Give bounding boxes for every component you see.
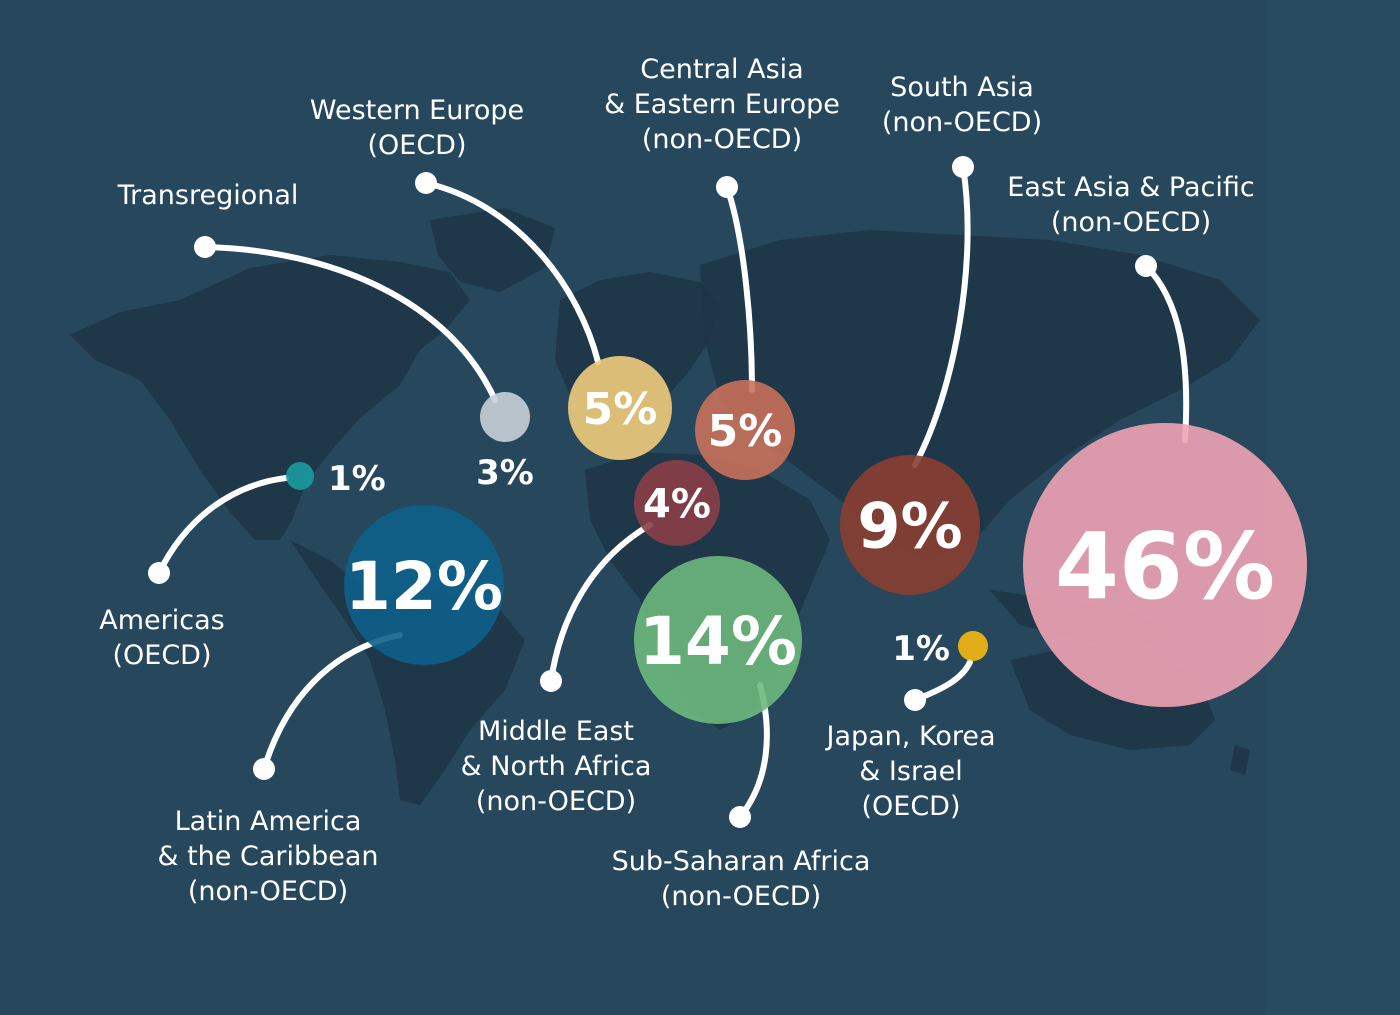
region-label-sub-saharan-africa: Sub-Saharan Africa (non-OECD) xyxy=(612,844,871,914)
region-label-line: (non-OECD) xyxy=(1050,207,1212,238)
region-label-line: & Eastern Europe xyxy=(604,89,840,120)
region-label-line: (non-OECD) xyxy=(187,876,349,907)
value-label-sub-saharan-africa: 14% xyxy=(639,603,797,680)
region-label-line: (non-OECD) xyxy=(641,124,803,155)
leader-dot-sub-saharan-africa xyxy=(729,806,751,828)
region-label-line: Americas xyxy=(99,605,225,636)
value-label-western-europe: 5% xyxy=(583,384,658,435)
region-label-line: Sub-Saharan Africa xyxy=(611,846,871,877)
leader-line-central-asia-eastern-europe xyxy=(724,184,755,393)
region-label-line: Middle East xyxy=(477,716,635,747)
value-label-latin-america-caribbean: 12% xyxy=(345,548,503,625)
region-label-line: (non-OECD) xyxy=(660,881,822,912)
value-label-transregional: 3% xyxy=(476,453,534,493)
bubble-japan-korea-israel xyxy=(958,631,988,661)
region-label-line: (OECD) xyxy=(367,130,467,161)
region-label-south-asia: South Asia (non-OECD) xyxy=(882,70,1042,140)
region-label-line: (OECD) xyxy=(112,640,212,671)
asia-landmass xyxy=(700,230,1260,560)
leader-lines xyxy=(148,156,1190,828)
leader-dot-east-asia-pacific xyxy=(1135,255,1157,277)
region-label-transregional: Transregional xyxy=(118,178,299,213)
leader-line-transregional xyxy=(202,244,498,403)
leader-dot-japan-korea-israel xyxy=(904,689,926,711)
leader-dot-transregional xyxy=(194,236,216,258)
leader-dot-middle-east-north-africa xyxy=(540,670,562,692)
region-label-japan-korea-israel: Japan, Korea & Israel (OECD) xyxy=(826,719,995,824)
region-label-line: Japan, Korea xyxy=(826,721,996,752)
bubble-central-asia-eastern-europe xyxy=(695,380,795,480)
region-label-americas: Americas (OECD) xyxy=(99,603,224,673)
value-label-middle-east-north-africa: 4% xyxy=(643,481,711,527)
region-label-middle-east-north-africa: Middle East & North Africa (non-OECD) xyxy=(461,714,652,819)
bubble-sub-saharan-africa xyxy=(634,556,802,724)
leader-dot-americas xyxy=(148,562,170,584)
leader-dot-south-asia xyxy=(952,156,974,178)
bubble-latin-america-caribbean xyxy=(344,505,504,665)
value-label-japan-korea-israel: 1% xyxy=(892,629,950,669)
region-label-line: Western Europe xyxy=(309,95,525,126)
region-label-east-asia-pacific: East Asia & Pacific (non-OECD) xyxy=(1007,170,1254,240)
value-label-americas: 1% xyxy=(328,459,386,499)
bubble-east-asia-pacific xyxy=(1023,423,1307,707)
value-bubbles: 3% 5% 5% 9% 46% 1% 12% 4% 14% 1% xyxy=(286,356,1307,724)
region-label-line: Transregional xyxy=(117,180,299,211)
region-label-line: Central Asia xyxy=(640,54,804,85)
bubble-western-europe xyxy=(568,356,672,460)
bubble-middle-east-north-africa xyxy=(634,460,720,546)
region-label-line: East Asia & Pacific xyxy=(1007,172,1255,203)
region-label-western-europe: Western Europe (OECD) xyxy=(310,93,524,163)
region-label-line: & Israel xyxy=(859,756,963,787)
leader-line-western-europe xyxy=(423,180,601,365)
region-label-line: Latin America xyxy=(174,806,362,837)
leader-line-south-asia xyxy=(912,164,971,468)
value-label-central-asia-eastern-europe: 5% xyxy=(708,406,783,457)
region-label-line: (non-OECD) xyxy=(475,786,637,817)
leader-line-americas xyxy=(156,475,289,576)
region-label-latin-america-caribbean: Latin America & the Caribbean (non-OECD) xyxy=(157,804,378,909)
bubble-transregional xyxy=(480,392,530,442)
greenland-landmass xyxy=(430,208,555,292)
region-label-line: & the Caribbean xyxy=(157,841,379,872)
leader-dot-western-europe xyxy=(415,172,437,194)
region-label-central-asia-eastern-europe: Central Asia & Eastern Europe (non-OECD) xyxy=(604,52,840,157)
region-label-line: South Asia xyxy=(890,72,1034,103)
region-label-line: (non-OECD) xyxy=(881,107,1043,138)
leader-line-middle-east-north-africa xyxy=(548,522,653,684)
region-label-line: & North Africa xyxy=(460,751,652,782)
region-label-line: (OECD) xyxy=(861,791,961,822)
bubble-south-asia xyxy=(840,455,980,595)
bubble-americas xyxy=(286,462,314,490)
leader-dot-latin-america-caribbean xyxy=(253,758,275,780)
leader-dot-central-asia-eastern-europe xyxy=(716,176,738,198)
north-america-landmass xyxy=(70,255,470,540)
value-label-south-asia: 9% xyxy=(857,489,962,562)
new-zealand-landmass xyxy=(1230,745,1250,775)
value-label-east-asia-pacific: 46% xyxy=(1055,513,1275,620)
leader-line-east-asia-pacific xyxy=(1143,263,1190,443)
